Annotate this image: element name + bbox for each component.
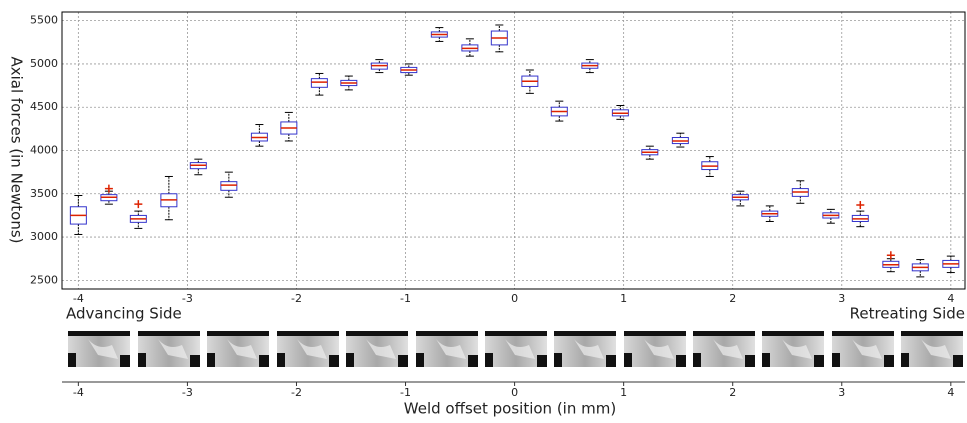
box [220, 181, 238, 191]
flier [134, 200, 143, 209]
flier [104, 184, 113, 193]
x-tick-label: 0 [511, 292, 518, 305]
x-tick-label: -3 [182, 292, 193, 305]
x-tick-label: 1 [620, 292, 627, 305]
x-tick-label: 3 [838, 386, 845, 399]
x-tick-label: -1 [400, 292, 411, 305]
x-tick-label: 1 [620, 386, 627, 399]
x-tick-label: 4 [947, 386, 954, 399]
flier [856, 201, 865, 210]
annotation: Advancing Side [66, 305, 182, 323]
y-tick-label: 4500 [30, 100, 58, 113]
x-tick-label: -3 [182, 386, 193, 399]
y-tick-label: 5000 [30, 57, 58, 70]
y-axis-label: Axial forces (in Newtons) [8, 56, 26, 243]
x-axis-label: Weld offset position (in mm) [404, 400, 616, 418]
x-tick-label: -2 [291, 386, 302, 399]
x-tick-label: 0 [511, 386, 518, 399]
flier [886, 251, 895, 260]
x-tick-label: -1 [400, 386, 411, 399]
x-tick-label: 3 [838, 292, 845, 305]
x-tick-label: -4 [73, 292, 84, 305]
x-tick-label: -2 [291, 292, 302, 305]
y-tick-label: 3500 [30, 187, 58, 200]
x-tick-label: 4 [947, 292, 954, 305]
plot-frame [61, 11, 966, 290]
y-tick-label: 3000 [30, 230, 58, 243]
y-tick-label: 5500 [30, 14, 58, 27]
y-tick-label: 4000 [30, 144, 58, 157]
box [310, 78, 328, 88]
weld-images [68, 331, 963, 367]
y-tick-label: 2500 [30, 273, 58, 286]
x-tick-label: -4 [73, 386, 84, 399]
annotation: Retreating Side [850, 305, 965, 323]
x-tick-label: 2 [729, 292, 736, 305]
x-tick-label: 2 [729, 386, 736, 399]
